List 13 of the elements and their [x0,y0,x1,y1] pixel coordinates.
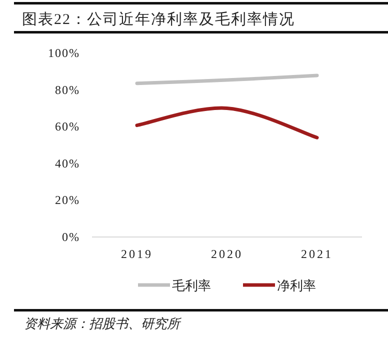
y-tick-label: 20% [55,193,80,208]
legend-label: 毛利率 [172,278,211,293]
y-tick-label: 80% [55,82,80,97]
y-tick-label: 0% [62,230,80,244]
x-tick-label: 2020 [211,247,243,261]
x-tick-label: 2021 [301,247,333,261]
x-tick-label: 2019 [121,247,153,261]
chart-title: 图表22：公司近年净利率及毛利率情况 [22,11,295,28]
legend-label: 净利率 [277,278,316,293]
y-tick-label: 100% [48,46,80,60]
y-tick-label: 60% [55,120,80,134]
y-tick-label: 40% [55,156,80,170]
text: 资料来源：招股书、研究所 [24,316,182,331]
